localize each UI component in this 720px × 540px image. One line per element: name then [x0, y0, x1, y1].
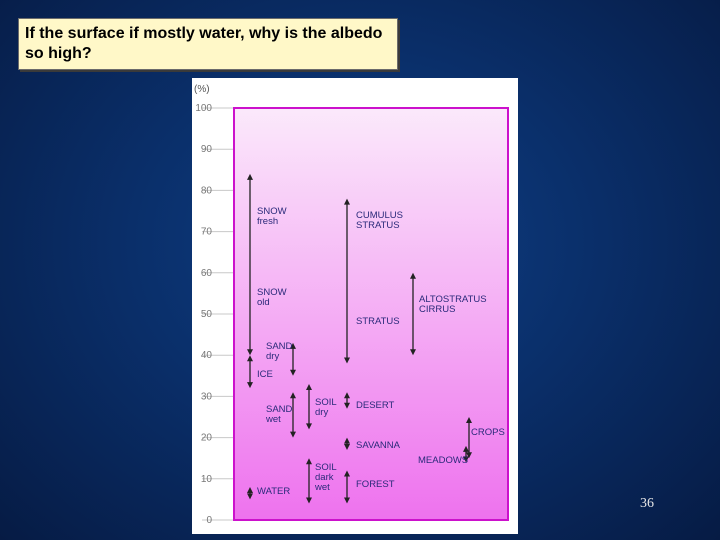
range-label: CUMULUS	[356, 210, 403, 221]
slide-title: If the surface if mostly water, why is t…	[25, 25, 383, 62]
albedo-chart: (%) 0 10 20 30 40 50 60 70 80 90 100 SNOW fresh SNOW o…	[192, 78, 518, 534]
range-label: FOREST	[356, 479, 395, 490]
range-label: wet	[314, 482, 330, 493]
range-arrow-head-up	[247, 355, 253, 362]
range-arrow-head-down	[290, 431, 296, 438]
y-tick-label: 30	[201, 391, 213, 402]
y-tick-label: 20	[201, 433, 213, 444]
y-tick-label: 80	[201, 185, 213, 196]
title-box: If the surface if mostly water, why is t…	[18, 18, 398, 70]
range-arrow-head-up	[247, 173, 253, 180]
range-label: CROPS	[471, 427, 505, 438]
y-tick-label: 60	[201, 268, 213, 279]
range-arrow-head-down	[344, 357, 350, 364]
range-label: old	[257, 297, 270, 308]
range-arrow-head-down	[344, 443, 350, 450]
y-tick-label: 10	[201, 474, 213, 485]
range-arrow-head-down	[344, 497, 350, 504]
range-arrow-head-up	[410, 272, 416, 279]
range-label: SAND	[266, 341, 293, 352]
range-label: ALTOSTRATUS	[419, 294, 487, 305]
y-tick-label: 40	[201, 350, 213, 361]
range-label: SAND	[266, 404, 293, 415]
range-arrow-head-up	[306, 384, 312, 391]
range-label: SOIL	[315, 397, 337, 408]
range-arrow-head-down	[247, 349, 253, 356]
range-label: SAVANNA	[356, 440, 401, 451]
y-tick-label: 70	[201, 227, 213, 238]
range-label: DESERT	[356, 400, 395, 411]
y-tick-label: 50	[201, 309, 213, 320]
range-arrow-head-up	[344, 198, 350, 205]
range-label: dry	[315, 407, 328, 418]
range-arrow-head-up	[344, 437, 350, 444]
plot-area	[233, 107, 509, 521]
range-arrow-head-up	[306, 458, 312, 465]
range-label: WATER	[257, 486, 290, 497]
range-arrow-head-up	[290, 392, 296, 399]
y-unit-label: (%)	[194, 84, 210, 95]
range-arrow-head-up	[463, 445, 469, 452]
y-tick-label: 100	[195, 103, 212, 114]
range-arrow-head-up	[466, 417, 472, 423]
range-arrow-head-down	[306, 423, 312, 430]
range-arrow-head-up	[344, 470, 350, 477]
range-label: dark	[315, 472, 334, 483]
y-tick-label: 0	[206, 515, 212, 526]
range-arrow-head-down	[247, 382, 253, 389]
range-arrow-head-down	[410, 349, 416, 356]
range-label: fresh	[257, 216, 278, 227]
slide-number: 36	[640, 496, 654, 511]
y-tick-label: 90	[201, 144, 213, 155]
range-arrow-head-down	[463, 456, 469, 463]
range-label: ICE	[257, 369, 273, 380]
range-arrow-head-up	[247, 487, 253, 494]
range-arrow-head-up	[290, 342, 296, 349]
range-label: SNOW	[257, 206, 287, 217]
range-label: SNOW	[257, 287, 287, 298]
range-arrow-head-down	[344, 402, 350, 409]
range-label: wet	[265, 414, 281, 425]
range-label: STRATUS	[356, 316, 400, 327]
range-label: dry	[266, 351, 279, 362]
range-label: STRATUS	[356, 220, 400, 231]
range-label: CIRRUS	[419, 304, 455, 315]
range-arrow-head-up	[344, 392, 350, 399]
range-label: MEADOWS	[418, 455, 468, 466]
range-arrow-head-down	[466, 452, 472, 459]
range-arrow-head-down	[306, 497, 312, 504]
range-label: SOIL	[315, 462, 337, 473]
range-arrow-head-down	[247, 493, 253, 500]
range-arrow-head-down	[290, 369, 296, 376]
